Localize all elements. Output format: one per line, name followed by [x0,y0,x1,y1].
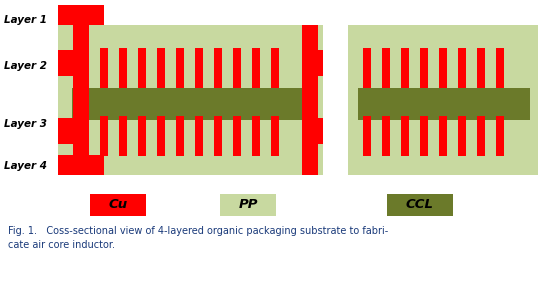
Bar [138,48,146,88]
Bar [363,48,371,88]
Text: Layer 1: Layer 1 [4,15,47,25]
Bar [58,5,104,25]
Bar [382,48,390,88]
Bar [176,116,184,156]
Text: Fig. 1.   Coss-sectional view of 4-layered organic packaging substrate to fabri-: Fig. 1. Coss-sectional view of 4-layered… [8,226,388,236]
Bar [58,25,323,175]
Bar [72,88,312,120]
Bar [458,48,466,88]
Bar [303,50,323,76]
Bar [58,155,104,175]
Bar [157,116,165,156]
Bar [420,116,428,156]
Text: cate air core inductor.: cate air core inductor. [8,240,115,250]
Bar [220,194,276,216]
Text: Layer 3: Layer 3 [4,119,47,129]
Bar [100,48,108,88]
Bar [387,194,453,216]
Bar [119,116,127,156]
Bar [496,116,504,156]
Text: CCL: CCL [406,198,434,211]
Bar [420,48,428,88]
Bar [138,116,146,156]
Text: PP: PP [238,198,258,211]
Bar [401,116,409,156]
Bar [358,88,530,120]
Bar [252,48,260,88]
Bar [363,116,371,156]
Bar [496,48,504,88]
Bar [214,48,222,88]
Bar [195,48,203,88]
Bar [439,116,447,156]
Bar [157,48,165,88]
Bar [252,116,260,156]
Bar [58,118,88,144]
Bar [233,48,241,88]
Text: Cu: Cu [108,198,128,211]
Bar [303,118,323,144]
Bar [233,116,241,156]
Bar [348,25,538,175]
Bar [58,50,88,76]
Bar [439,48,447,88]
Bar [119,48,127,88]
Bar [195,116,203,156]
Bar [100,116,108,156]
Bar [401,48,409,88]
Bar [176,48,184,88]
Bar [271,48,279,88]
Bar [271,116,279,156]
Bar [90,194,146,216]
Bar [382,116,390,156]
Bar [458,116,466,156]
Bar [73,25,89,175]
Text: Layer 4: Layer 4 [4,161,47,171]
Bar [302,25,318,175]
Bar [214,116,222,156]
Bar [477,116,485,156]
Text: Layer 2: Layer 2 [4,61,47,71]
Bar [477,48,485,88]
